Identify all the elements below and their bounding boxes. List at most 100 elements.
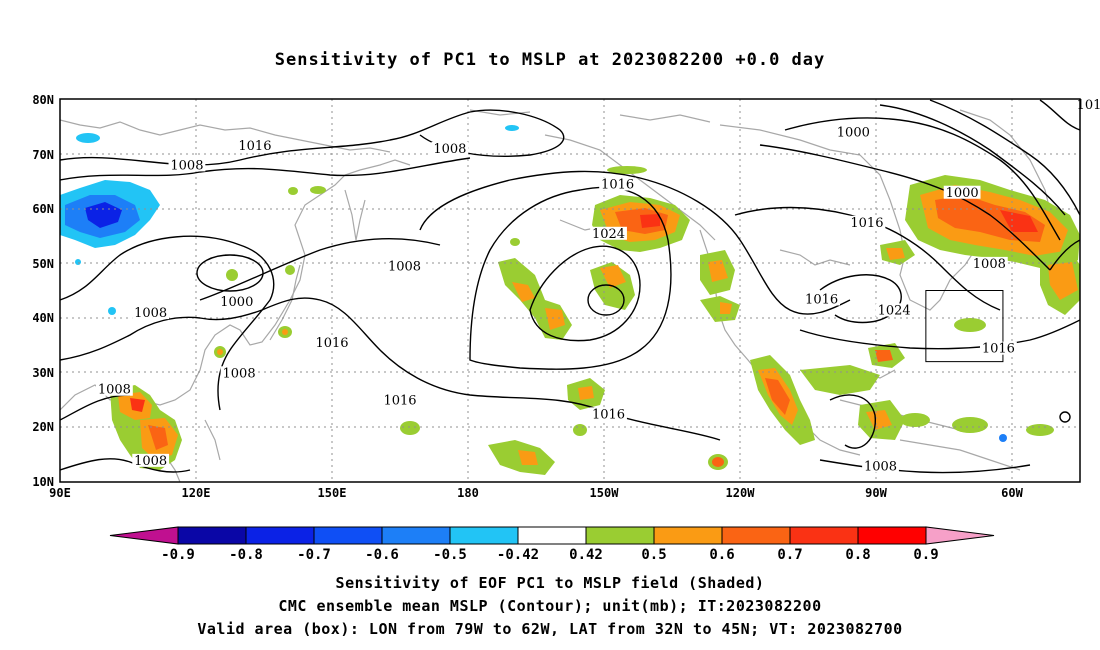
longitude-axis: 90E 120E 150E 180 150W 120W 90W 60W xyxy=(49,486,1023,500)
colorbar-segment xyxy=(449,526,519,545)
contour-label-bg xyxy=(431,141,469,155)
contour-label: 1000 xyxy=(946,186,979,201)
colorbar-tick-label: 0.6 xyxy=(709,547,734,563)
contour-label: 1008 xyxy=(973,257,1006,272)
colorbar-segment xyxy=(585,526,655,545)
lat-tick-label: 50N xyxy=(32,257,54,271)
mslp-contours xyxy=(60,99,1080,474)
colorbar-high-triangle xyxy=(925,526,995,545)
contour-label: 1016 xyxy=(592,407,625,422)
colorbar-segment xyxy=(381,526,451,545)
contour-label: 1016 xyxy=(850,216,883,231)
colorbar-low-triangle xyxy=(109,526,179,545)
valid-area-box xyxy=(925,290,1004,363)
contour-label-bg xyxy=(132,306,170,320)
lon-tick-label: 90E xyxy=(49,486,71,500)
contour-label-bg xyxy=(590,407,627,421)
contour-label-bg xyxy=(590,226,627,240)
contour-label-bg xyxy=(220,366,258,380)
colorbar-tick-label: -0.6 xyxy=(365,547,399,563)
contour-label: 1008 xyxy=(433,142,466,157)
contour-label: 1008 xyxy=(864,459,897,474)
contour-label-bg xyxy=(218,295,256,309)
colorbar-tick-label: -0.8 xyxy=(229,547,263,563)
lat-tick-label: 10N xyxy=(32,475,54,489)
colorbar-labels: -0.9 -0.8 -0.7 -0.6 -0.5 -0.42 0.42 0.5 0.6 0.7 0.… xyxy=(161,547,939,563)
lon-tick-label: 120E xyxy=(182,486,211,500)
lat-tick-label: 40N xyxy=(32,311,54,325)
contour-label-bg xyxy=(381,393,419,407)
contour-label: 1008 xyxy=(98,383,131,398)
lon-tick-label: 60W xyxy=(1001,486,1023,500)
colorbar-tick-label: -0.9 xyxy=(161,547,195,563)
lon-tick-label: 90W xyxy=(865,486,887,500)
colorbar-tick-label: -0.7 xyxy=(297,547,331,563)
lat-tick-label: 20N xyxy=(32,420,54,434)
contour-label: 1000 xyxy=(220,295,253,310)
caption-valid-area: Valid area (box): LON from 79W to 62W, L… xyxy=(197,620,903,638)
colorbar xyxy=(109,526,995,545)
colorbar-segment xyxy=(857,526,927,545)
contour-label: 101 xyxy=(1077,98,1100,113)
contour-label-bg xyxy=(834,125,872,139)
latitude-axis: 80N 70N 60N 50N 40N 30N 20N 10N xyxy=(32,93,54,489)
lon-tick-label: 150W xyxy=(590,486,620,500)
map-title: Sensitivity of PC1 to MSLP at 2023082200… xyxy=(274,50,826,70)
contour-labels: 1016 1008 1008 1016 1008 1024 1000 1008 1016 1008… xyxy=(96,98,1100,474)
contour-label: 1016 xyxy=(805,292,838,307)
lat-tick-label: 60N xyxy=(32,202,54,216)
contour-label: 1024 xyxy=(592,227,625,242)
contour-label: 1016 xyxy=(238,139,271,154)
contour-label-bg xyxy=(970,256,1008,270)
colorbar-segment xyxy=(313,526,383,545)
contour-label: 1000 xyxy=(837,126,870,141)
colorbar-tick-label: 0.5 xyxy=(641,547,666,563)
contour-label-bg xyxy=(943,185,981,199)
contour-label-bg xyxy=(132,453,170,467)
lon-tick-label: 120W xyxy=(726,486,756,500)
colorbar-segment xyxy=(517,526,587,545)
colorbar-segment xyxy=(245,526,315,545)
plot-frame xyxy=(59,98,1081,483)
contour-label: 1016 xyxy=(982,342,1015,357)
contour-label-bg xyxy=(980,341,1017,355)
contour-label: 1016 xyxy=(383,394,416,409)
contour-label-bg xyxy=(599,177,636,191)
contour-label-bg xyxy=(875,303,913,317)
contour-label: 1024 xyxy=(878,303,911,318)
colorbar-tick-label: -0.42 xyxy=(497,547,539,563)
contour-label: 1016 xyxy=(601,178,634,193)
lon-tick-label: 180 xyxy=(457,486,479,500)
caption-contour: CMC ensemble mean MSLP (Contour); unit(m… xyxy=(278,597,822,615)
colorbar-tick-label: 0.42 xyxy=(569,547,603,563)
contour-label: 1008 xyxy=(223,366,256,381)
colorbar-segment xyxy=(177,526,247,545)
contour-label: 1016 xyxy=(315,336,348,351)
lat-tick-label: 80N xyxy=(32,93,54,107)
contour-label-bg xyxy=(168,158,206,172)
lat-tick-label: 70N xyxy=(32,148,54,162)
contour-label-bg xyxy=(96,382,133,396)
colorbar-segment xyxy=(789,526,859,545)
colorbar-tick-label: 0.9 xyxy=(913,547,938,563)
colorbar-segment xyxy=(721,526,791,545)
contour-label-bg xyxy=(1074,98,1100,112)
caption-shading: Sensitivity of EOF PC1 to MSLP field (Sh… xyxy=(335,574,765,592)
contour-label-bg xyxy=(386,259,423,273)
colorbar-tick-label: 0.7 xyxy=(777,547,802,563)
contour-label-bg xyxy=(236,139,274,153)
lon-tick-label: 150E xyxy=(318,486,347,500)
contour-label: 1008 xyxy=(170,158,203,173)
lat-lon-grid xyxy=(60,99,1080,482)
contour-label: 1008 xyxy=(388,260,421,275)
lat-tick-label: 30N xyxy=(32,366,54,380)
contour-label: 1008 xyxy=(134,454,167,469)
colorbar-segment xyxy=(653,526,723,545)
contour-label-bg xyxy=(848,215,886,229)
contour-label-bg xyxy=(803,292,840,306)
contour-label: 1008 xyxy=(134,306,167,321)
colorbar-tick-label: -0.5 xyxy=(433,547,467,563)
contour-label-bg xyxy=(313,336,351,350)
contour-label-bg xyxy=(862,459,899,473)
